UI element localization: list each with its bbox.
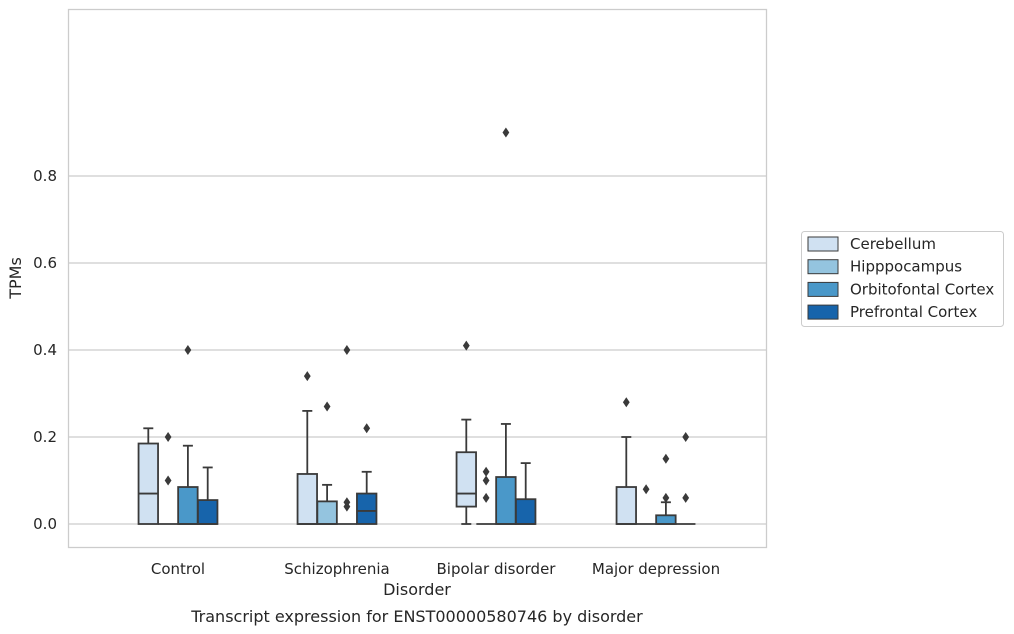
box-0-1 [296, 409, 318, 525]
box-body [455, 451, 477, 508]
outlier-point [363, 423, 371, 434]
box-3-1 [356, 470, 378, 525]
legend-swatch [807, 236, 839, 252]
outlier-point [662, 492, 670, 503]
outlier-point [482, 475, 490, 486]
box-2-3 [655, 501, 677, 525]
box-body [137, 442, 159, 525]
legend-swatch [807, 304, 839, 320]
box-body [515, 498, 537, 525]
legend-frame [801, 231, 1004, 327]
outlier-point [343, 345, 351, 355]
box-body [177, 486, 199, 525]
box-body [495, 476, 517, 525]
box-body [316, 500, 338, 525]
outlier-point [164, 475, 172, 486]
outlier-point [482, 466, 490, 477]
box-body [356, 492, 378, 525]
box-0-2 [455, 418, 477, 525]
x-tick-label: Schizophrenia [284, 560, 389, 578]
box-body [296, 473, 318, 525]
legend-label: Prefrontal Cortex [850, 303, 977, 321]
box-3-0 [197, 466, 219, 525]
box-0-3 [615, 436, 637, 525]
box-1-1 [316, 483, 338, 525]
y-tick-label: 0.4 [33, 341, 57, 359]
legend: Cerebellum Hipppocampus Orbitofontal Corte… [801, 231, 1004, 327]
legend-label: Hipppocampus [850, 258, 962, 276]
outlier-point [682, 492, 690, 503]
figure-caption: Transcript expression for ENST0000058074… [190, 607, 643, 626]
x-tick-label: Bipolar disorder [437, 560, 557, 578]
legend-swatch [807, 259, 839, 275]
outlier-point [323, 401, 331, 412]
outlier-point [482, 492, 490, 503]
gridlines [68, 175, 766, 525]
outlier-point [303, 371, 311, 382]
legend-label: Orbitofontal Cortex [850, 280, 994, 298]
box-body [615, 486, 637, 525]
outlier-point [164, 432, 172, 442]
x-tick-label: Major depression [592, 560, 720, 578]
box-body [197, 499, 219, 525]
outlier-point [682, 432, 690, 442]
legend-label: Cerebellum [850, 235, 936, 253]
outlier-point [462, 340, 470, 351]
plot-frame [67, 8, 768, 549]
outlier-point [662, 453, 670, 464]
outlier-point [343, 497, 351, 508]
x-tick-label: Control [151, 560, 205, 578]
x-axis-label: Disorder [383, 580, 451, 599]
y-tick-label: 0.0 [33, 515, 57, 533]
y-tick-label: 0.8 [33, 167, 57, 185]
legend-swatch [807, 281, 839, 297]
outlier-point [622, 397, 630, 408]
box-body [655, 514, 677, 525]
boxes [137, 409, 696, 525]
y-tick-label: 0.6 [33, 254, 57, 272]
box-2-2 [495, 423, 517, 525]
x-tick-labels: Control Schizophrenia Bipolar disorder Majo… [151, 560, 720, 578]
box-3-2 [515, 462, 537, 525]
y-axis-label: TPMs [6, 257, 25, 300]
outlier-point [502, 127, 510, 138]
y-tick-label: 0.2 [33, 428, 57, 446]
outliers [164, 127, 690, 512]
outlier-point [184, 345, 192, 355]
outlier-point [642, 484, 650, 495]
box-2-0 [177, 444, 199, 525]
box-0-0 [137, 427, 159, 525]
y-tick-labels: 0.0 0.2 0.4 0.6 0.8 [33, 167, 57, 533]
